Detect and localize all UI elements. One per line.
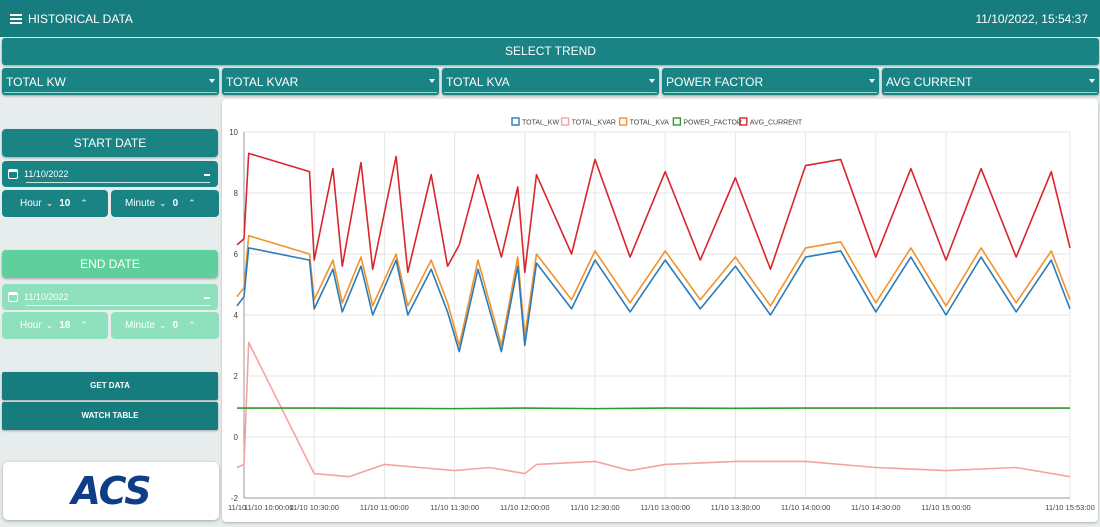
get-data-button[interactable]: GET DATA xyxy=(2,372,218,400)
current-datetime: 11/10/2022, 15:54:37 xyxy=(975,12,1088,26)
page-title: HISTORICAL DATA xyxy=(28,11,133,26)
app-header: HISTORICAL DATA 11/10/2022, 15:54:37 xyxy=(0,0,1100,37)
trend-dropdown-5[interactable]: AVG CURRENT xyxy=(882,68,1099,95)
hamburger-menu-icon[interactable] xyxy=(10,13,22,24)
caret-down-icon xyxy=(429,79,435,83)
calendar-icon xyxy=(8,292,18,302)
start-date-value: 11/10/2022 xyxy=(24,169,69,179)
x-tick-label: 11/10 15:00:00 xyxy=(921,503,971,512)
trend-dropdown-4[interactable]: POWER FACTOR xyxy=(662,68,879,95)
dropdown-value: TOTAL KW xyxy=(6,75,66,89)
legend-item: TOTAL_KVAR xyxy=(572,120,616,127)
x-tick-label: 11/10 12:30:00 xyxy=(570,503,620,512)
end-date-value: 11/10/2022 xyxy=(24,292,69,302)
hour-label: Hour xyxy=(20,320,42,331)
y-tick-label: 4 xyxy=(234,311,239,320)
end-hour-value: 18 xyxy=(59,320,71,331)
minute-label: Minute xyxy=(125,320,156,331)
x-tick-label: 11/10 10:00:00 xyxy=(244,503,294,512)
y-tick-label: 10 xyxy=(229,128,238,137)
caret-down-icon xyxy=(869,79,875,83)
y-tick-label: -2 xyxy=(231,494,239,503)
dropdown-value: TOTAL KVAR xyxy=(226,75,299,89)
end-minute-value: 0 xyxy=(172,320,179,331)
trend-dropdown-2[interactable]: TOTAL KVAR xyxy=(222,68,439,95)
logo-text: ACS xyxy=(71,469,151,513)
hour-label: Hour xyxy=(20,198,42,209)
x-tick-label: 11/10 14:30:00 xyxy=(851,503,901,512)
clear-icon[interactable] xyxy=(204,174,210,176)
x-tick-label: 11/10 11:00:00 xyxy=(360,503,409,512)
start-date-input[interactable]: 11/10/2022 xyxy=(2,161,218,187)
series-line-total-kva xyxy=(236,234,1071,347)
end-date-label: END DATE xyxy=(2,250,218,278)
start-minute-value: 0 xyxy=(172,198,179,209)
caret-down-icon xyxy=(209,79,215,83)
clear-icon[interactable] xyxy=(204,297,210,299)
dropdown-value: POWER FACTOR xyxy=(666,75,764,89)
legend-item: TOTAL_KW xyxy=(522,120,559,127)
chevron-up-icon[interactable]: ⌃ xyxy=(188,198,196,208)
legend-swatch xyxy=(739,117,748,126)
end-hour-select[interactable]: Hour ⌄ 18 ⌃ xyxy=(2,312,108,339)
x-tick-label: 11/10 13:00:00 xyxy=(640,503,690,512)
x-tick-label: 11/10 14:00:00 xyxy=(781,503,831,512)
y-tick-label: 6 xyxy=(234,250,239,259)
trend-dropdown-3[interactable]: TOTAL KVA xyxy=(442,68,659,95)
minute-label: Minute xyxy=(125,198,156,209)
legend-item: POWER_FACTOR xyxy=(683,120,742,127)
dropdown-value: TOTAL KVA xyxy=(446,75,510,89)
start-minute-select[interactable]: Minute ⌄ 0 ⌃ xyxy=(111,190,219,217)
x-tick-label: 11/10 10:30:00 xyxy=(289,503,339,512)
caret-down-icon xyxy=(1089,79,1095,83)
x-tick-label: 11/10 11:30:00 xyxy=(430,503,479,512)
chevron-up-icon[interactable]: ⌃ xyxy=(80,320,88,330)
legend-swatch xyxy=(618,117,628,126)
x-tick-label: 11/10 12:00:00 xyxy=(500,503,550,512)
caret-down-icon xyxy=(649,79,655,83)
trend-chart-panel: 10 8 6 4 2 0 -2 11/10 10:00:00 11/10 10:30:00 11/… xyxy=(222,99,1098,522)
y-tick-label: 0 xyxy=(234,433,239,442)
legend-swatch xyxy=(672,117,682,126)
chevron-down-icon[interactable]: ⌄ xyxy=(159,320,167,330)
legend-swatch xyxy=(560,117,570,126)
chevron-down-icon[interactable]: ⌄ xyxy=(45,320,54,330)
company-logo: ACS xyxy=(3,462,219,520)
x-tick-label: 11/10 15:53:00 xyxy=(1045,503,1095,512)
series-line-total-kvar xyxy=(236,341,1071,478)
chevron-down-icon[interactable]: ⌄ xyxy=(159,198,167,208)
calendar-icon xyxy=(8,169,18,179)
chevron-down-icon[interactable]: ⌄ xyxy=(45,198,54,208)
chevron-up-icon[interactable]: ⌃ xyxy=(80,198,88,208)
x-tick-label: 11/10 13:30:00 xyxy=(711,503,761,512)
x-edge-label: 11/10 xyxy=(228,503,246,512)
series-line-total-kw xyxy=(236,247,1071,353)
end-minute-select[interactable]: Minute ⌄ 0 ⌃ xyxy=(111,312,219,339)
trend-dropdown-1[interactable]: TOTAL KW xyxy=(2,68,219,95)
legend-item: AVG_CURRENT xyxy=(750,120,803,127)
legend-item: TOTAL_KVA xyxy=(630,120,670,127)
y-tick-label: 2 xyxy=(234,372,239,381)
end-date-input[interactable]: 11/10/2022 xyxy=(2,284,218,310)
y-tick-label: 8 xyxy=(234,189,239,198)
start-hour-value: 10 xyxy=(59,198,71,209)
select-trend-button[interactable]: SELECT TREND xyxy=(2,38,1099,65)
series-line-avg-current xyxy=(236,152,1071,274)
legend-swatch xyxy=(511,117,520,126)
series-line-power-factor xyxy=(236,407,1070,410)
dropdown-value: AVG CURRENT xyxy=(886,75,973,89)
chevron-up-icon[interactable]: ⌃ xyxy=(188,320,196,330)
start-date-label: START DATE xyxy=(2,129,218,157)
start-hour-select[interactable]: Hour ⌄ 10 ⌃ xyxy=(2,190,108,217)
watch-table-button[interactable]: WATCH TABLE xyxy=(2,402,218,430)
